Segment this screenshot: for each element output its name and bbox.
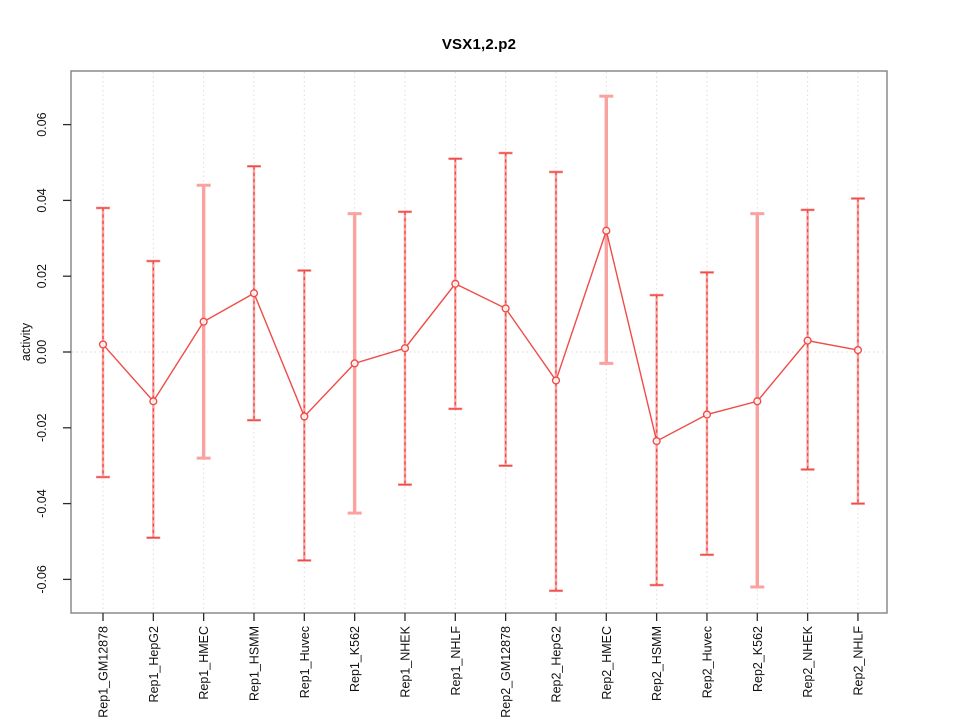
data-point-marker (602, 226, 611, 235)
data-point-marker (300, 412, 309, 421)
x-tick-label: Rep2_HMEC (600, 626, 614, 700)
data-point-marker (149, 397, 158, 406)
x-tick-label: Rep2_NHEK (801, 625, 815, 697)
data-point-marker (451, 279, 460, 288)
x-tick-label: Rep2_GM12878 (499, 626, 513, 718)
plot-box (70, 70, 888, 614)
data-point-marker (853, 346, 863, 355)
x-tick-label: Rep1_HepG2 (147, 626, 161, 702)
x-tick-label: Rep2_HepG2 (549, 626, 563, 702)
series-line (102, 228, 859, 443)
chart-title: VSX1,2.p2 (441, 36, 517, 53)
y-tick-label: 0.02 (35, 264, 49, 288)
data-point-marker (501, 304, 510, 313)
y-tick-label: 0.04 (35, 188, 49, 212)
x-tick-label: Rep2_Huvec (700, 626, 714, 698)
data-point-marker (803, 336, 812, 345)
y-tick-label: -0.06 (35, 565, 49, 594)
data-point-marker (652, 436, 661, 446)
data-point-marker (249, 289, 259, 298)
y-tick-label: -0.04 (35, 489, 49, 518)
data-point-marker (98, 340, 108, 349)
x-tick-label: Rep1_HMEC (197, 626, 211, 700)
x-tick-label: Rep1_K562 (348, 626, 362, 692)
y-tick-label: 0.06 (35, 112, 49, 136)
y-tick-label: -0.02 (35, 414, 49, 443)
x-tick-label: Rep1_HSMM (247, 626, 261, 701)
x-tick-label: Rep2_K562 (751, 626, 765, 692)
x-tick-label: Rep2_HSMM (650, 626, 664, 701)
x-tick-label: Rep1_NHLF (449, 626, 463, 696)
data-point-marker (400, 344, 410, 353)
x-tick-label: Rep1_Huvec (298, 626, 312, 698)
x-tick-label: Rep1_GM12878 (97, 626, 111, 718)
data-point-marker (350, 359, 359, 368)
data-point-marker (702, 410, 712, 419)
x-tick-label: Rep1_NHEK (398, 625, 412, 697)
data-point-marker (753, 397, 762, 406)
x-tick-label: Rep2_NHLF (851, 626, 865, 696)
y-tick-label: 0.00 (35, 340, 49, 364)
y-axis-label: activity (19, 322, 33, 362)
data-point-marker (199, 317, 208, 326)
data-point-marker (551, 376, 561, 385)
